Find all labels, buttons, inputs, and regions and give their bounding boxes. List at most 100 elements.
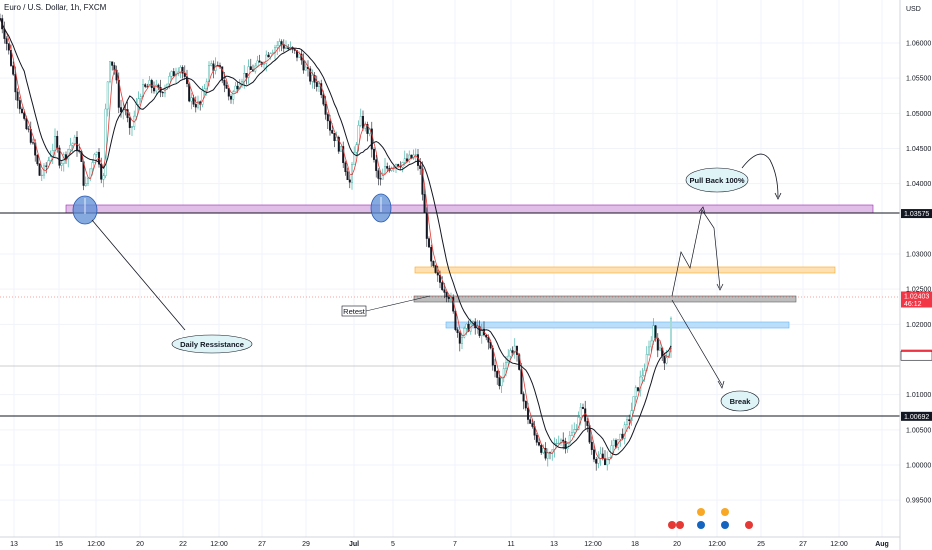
candle-body <box>414 154 417 156</box>
candle-body <box>139 96 142 99</box>
retest-label: Retest <box>343 307 366 316</box>
candle-body <box>432 260 435 267</box>
candle-body <box>524 400 527 409</box>
candle-body <box>595 459 598 464</box>
candle-body <box>333 133 336 142</box>
time-axis[interactable]: 13 15 12:00 20 22 12:00 27 29 Jul 5 7 11 13 12:00 18 20… <box>10 541 889 548</box>
candle-body <box>326 114 329 122</box>
candle-body <box>593 449 596 460</box>
price-axis[interactable]: 1.06000 1.05500 1.05000 1.04500 1.04000 1.030… <box>906 41 931 505</box>
daily-resistance-pointer <box>91 219 186 331</box>
candle-body <box>216 64 219 66</box>
candle-body <box>267 54 270 58</box>
price-tick-label: 1.05500 <box>906 76 931 83</box>
candle-body <box>58 147 61 166</box>
break-bubble[interactable] <box>720 390 760 412</box>
event-flag-icon[interactable] <box>668 521 676 529</box>
candle-body <box>505 362 508 369</box>
candle-body <box>27 128 30 130</box>
candle-body <box>205 81 208 89</box>
candle-body <box>663 355 666 364</box>
candle-body <box>344 162 347 172</box>
candle-body <box>423 194 426 213</box>
candle-body <box>73 136 76 144</box>
candle-body <box>599 453 602 459</box>
price-tag-countdown: 46:12 <box>904 301 922 308</box>
pull-back-label: Pull Back 100% <box>689 176 744 185</box>
pull-back-bubble[interactable] <box>685 167 749 193</box>
candle-body <box>298 53 301 58</box>
daily-resistance-bubble[interactable] <box>171 334 253 354</box>
candle-body <box>626 419 629 425</box>
gray-zone[interactable] <box>413 295 797 303</box>
candle-body <box>355 144 358 153</box>
candle-body <box>223 80 226 86</box>
break-pointer <box>671 299 723 386</box>
candle-body <box>56 135 59 149</box>
event-flag-icon[interactable] <box>697 508 705 516</box>
candle-body <box>111 61 114 66</box>
candle-body <box>654 325 657 339</box>
candle-body <box>155 84 158 92</box>
price-tag <box>900 350 932 361</box>
blue-zone[interactable] <box>445 321 790 329</box>
candle-body <box>7 43 10 51</box>
orange-zone[interactable] <box>414 266 836 274</box>
candle-body <box>21 108 24 114</box>
candle-body <box>379 178 382 180</box>
candle-body <box>329 120 332 131</box>
candles <box>0 13 673 471</box>
candle-body <box>511 350 514 353</box>
candle-body <box>604 458 607 466</box>
event-flag-icon[interactable] <box>721 521 729 529</box>
event-flag-icon[interactable] <box>697 521 705 529</box>
candle-body <box>656 337 659 351</box>
candle-body <box>425 212 428 239</box>
candle-body <box>480 328 483 336</box>
event-flag-icon[interactable] <box>721 508 729 516</box>
time-tick-label: 22 <box>179 541 187 548</box>
moving-average-fast <box>0 18 672 461</box>
candle-body <box>128 117 131 128</box>
candle-body <box>137 98 140 105</box>
candle-body <box>190 97 193 102</box>
candle-body <box>181 67 184 74</box>
candle-body <box>322 94 325 105</box>
candle-body <box>172 71 175 77</box>
price-tag <box>901 209 932 219</box>
candle-body <box>544 448 547 459</box>
candle-body <box>555 443 558 445</box>
break-label: Break <box>730 397 752 406</box>
time-tick-label: 20 <box>136 541 144 548</box>
economic-events[interactable] <box>668 508 753 529</box>
time-tick-label: 13 <box>10 541 18 548</box>
time-tick-label: 12:00 <box>210 541 228 548</box>
candle-body <box>670 318 673 352</box>
candle-body <box>265 54 268 64</box>
candle-body <box>542 448 545 453</box>
time-tick-label: 27 <box>258 541 266 548</box>
time-tick-label: 12:00 <box>830 541 848 548</box>
candle-body <box>568 435 571 444</box>
candle-body <box>370 128 373 150</box>
time-tick-label: 7 <box>453 541 457 548</box>
candle-body <box>340 146 343 152</box>
candle-body <box>18 100 21 110</box>
price-tag <box>901 411 932 421</box>
candle-body <box>513 345 516 353</box>
pull-back-curve-arrow <box>741 153 779 198</box>
candle-body <box>577 417 580 430</box>
event-flag-icon[interactable] <box>745 521 753 529</box>
candle-body <box>621 433 624 439</box>
candle-body <box>5 38 8 44</box>
candle-body <box>249 66 252 70</box>
event-flag-icon[interactable] <box>676 521 684 529</box>
candle-body <box>498 377 501 387</box>
time-tick-label: 25 <box>757 541 765 548</box>
candle-body <box>531 423 534 427</box>
candle-body <box>342 146 345 164</box>
daily-resistance-zone[interactable] <box>65 204 874 214</box>
time-tick-label: 12:00 <box>584 541 602 548</box>
time-tick-label: 29 <box>302 541 310 548</box>
